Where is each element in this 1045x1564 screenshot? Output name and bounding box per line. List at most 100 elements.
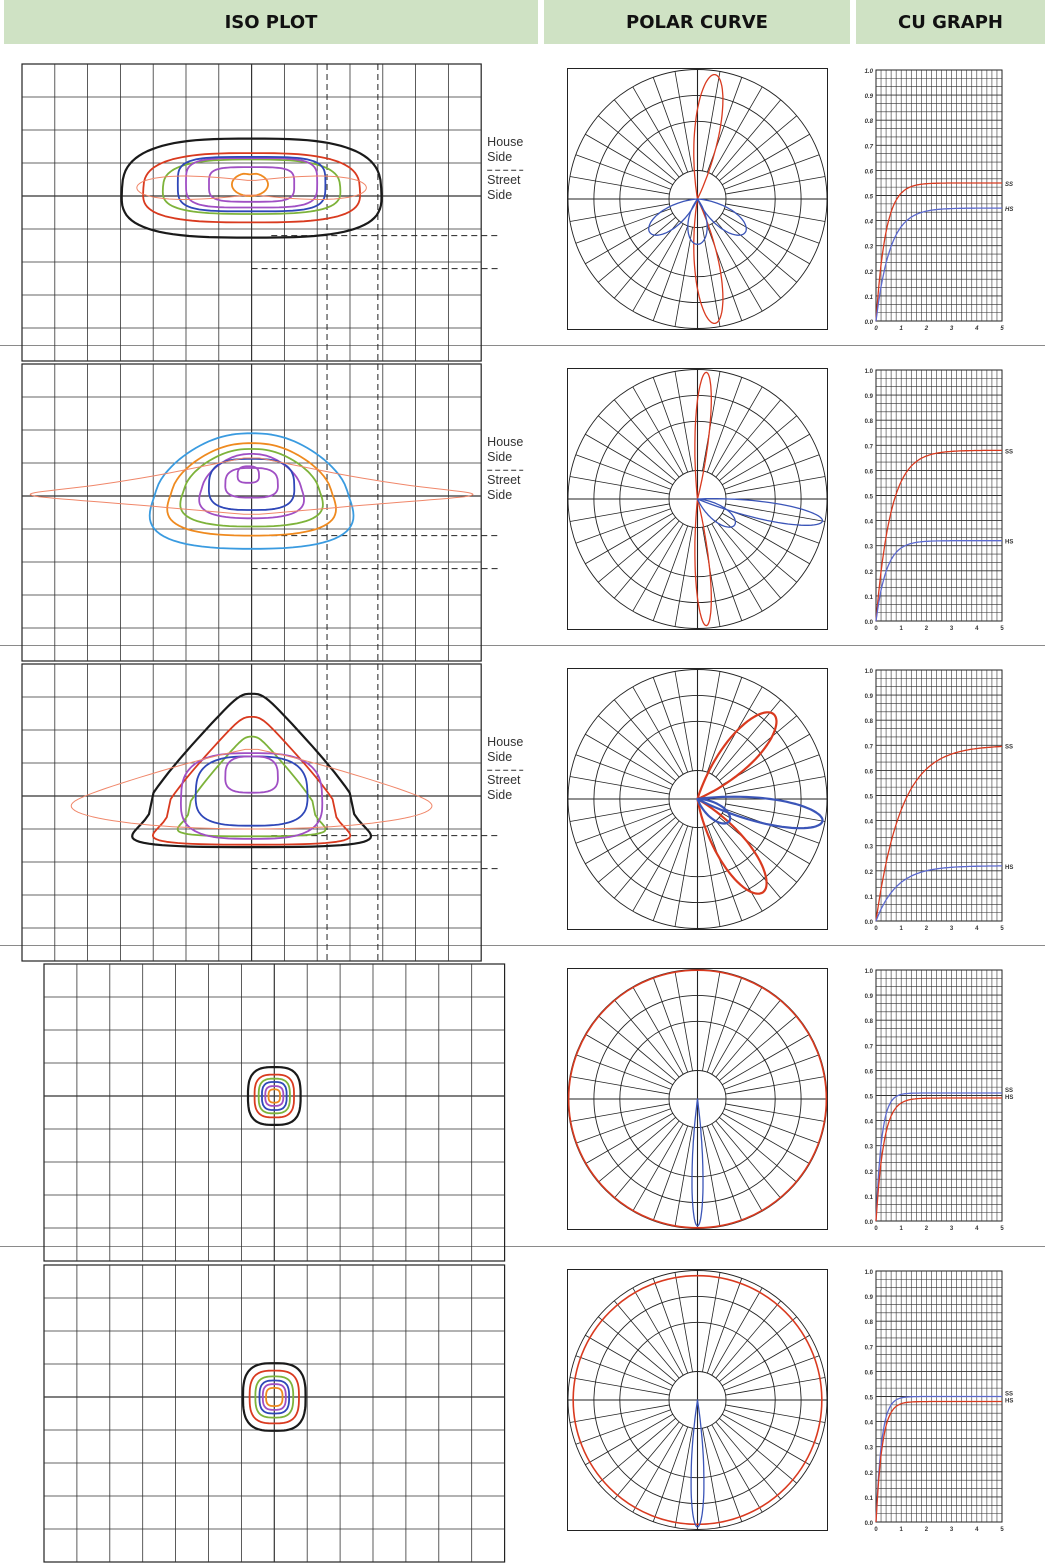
cu-x-tick: 5 — [1000, 326, 1004, 332]
polar-spoke — [706, 77, 743, 173]
polar-spoke — [674, 826, 693, 927]
polar-spoke — [702, 1272, 721, 1373]
isofootcandle-contour — [70, 748, 433, 830]
polar-spoke — [719, 517, 797, 583]
polar-spoke — [724, 154, 820, 190]
polar-spoke — [725, 1076, 826, 1095]
cu-x-tick: 5 — [1000, 1527, 1004, 1533]
cu-graph-5: 1.0 0.9 0.8 0.7 0.6 0.5 0.4 0.3 0.2 0.1 0.00 1 2 3 4 5 S… — [865, 1270, 1014, 1533]
isofootcandle-contour — [253, 1073, 295, 1119]
polar-spoke — [711, 1123, 763, 1212]
isofootcandle-contour — [148, 432, 355, 550]
polar-spoke — [674, 971, 693, 1072]
polar-spoke — [702, 1126, 721, 1227]
cu-series-label: SS — [1005, 744, 1013, 750]
isofootcandle-contour — [265, 1387, 284, 1408]
polar-spoke — [575, 808, 671, 844]
iso-grid-border — [21, 663, 482, 962]
polar-spoke — [706, 1278, 743, 1374]
polar-spoke — [585, 1112, 674, 1165]
polar-spoke — [569, 1404, 670, 1423]
polar-spoke — [575, 1054, 671, 1090]
polar-spoke — [569, 1076, 670, 1095]
polar-spoke — [569, 1377, 670, 1396]
polar-spoke — [706, 525, 743, 621]
polar-spoke — [598, 817, 676, 883]
polar-spoke — [569, 476, 670, 495]
polar-spoke — [652, 377, 689, 473]
polar-spoke — [632, 823, 684, 912]
cu-y-tick: 0.2 — [865, 1170, 874, 1176]
cu-y-tick: 0.4 — [865, 820, 874, 826]
polar-spoke — [725, 1103, 826, 1122]
candela-curve — [694, 498, 712, 627]
cu-series-hs — [875, 1097, 1002, 1222]
isofootcandle-contour — [267, 1088, 281, 1104]
cu-x-tick: 4 — [975, 1527, 979, 1533]
polar-spoke — [715, 99, 782, 178]
cu-series-label: HS — [1005, 1095, 1013, 1101]
polar-spoke — [721, 1033, 810, 1086]
polar-spoke — [711, 1424, 763, 1513]
cu-y-tick: 0.6 — [865, 1370, 874, 1376]
polar-spoke — [725, 176, 826, 195]
street-side-label: Side — [487, 188, 512, 202]
polar-spoke — [632, 523, 684, 612]
cu-x-tick: 0 — [874, 626, 878, 632]
polar-spoke — [674, 371, 693, 472]
polar-spoke — [724, 208, 820, 244]
polar-spoke — [725, 476, 826, 495]
polar-spoke — [585, 1334, 674, 1387]
isofootcandle-contour — [264, 1085, 285, 1107]
isofootcandle-contour — [166, 442, 337, 537]
polar-spoke — [715, 1120, 782, 1199]
polar-spoke — [719, 415, 797, 481]
cu-x-tick: 1 — [900, 926, 904, 932]
candela-curve — [696, 498, 824, 526]
cu-y-tick: 1.0 — [865, 969, 874, 975]
cu-x-tick: 0 — [874, 1527, 878, 1533]
polar-spoke — [613, 220, 680, 299]
polar-curve-1 — [567, 68, 828, 330]
polar-spoke — [569, 776, 670, 795]
polar-spoke — [632, 1424, 684, 1513]
polar-spoke — [569, 176, 670, 195]
polar-curve-4 — [567, 968, 828, 1230]
polar-spoke — [613, 520, 680, 599]
cu-series-label: SS — [1005, 1392, 1013, 1398]
header-polar-curve: POLAR CURVE — [544, 0, 850, 44]
polar-frame — [567, 68, 828, 330]
cu-y-tick: 0.1 — [865, 895, 874, 901]
polar-spoke — [706, 1426, 743, 1522]
street-side-label: Side — [487, 788, 512, 802]
polar-spoke — [719, 1015, 797, 1081]
polar-spoke — [674, 526, 693, 627]
polar-spoke — [711, 1287, 763, 1376]
polar-spoke — [652, 977, 689, 1073]
row-separator — [0, 645, 1045, 646]
polar-spoke — [715, 1300, 782, 1379]
cu-graph-4: 1.0 0.9 0.8 0.7 0.6 0.5 0.4 0.3 0.2 0.1 0.00 1 2 3 4 5 S… — [865, 969, 1014, 1232]
polar-spoke — [613, 820, 680, 899]
cu-y-tick: 0.8 — [865, 419, 874, 425]
header-cu-graph: CU GRAPH — [856, 0, 1045, 44]
polar-spoke — [652, 1278, 689, 1374]
polar-spoke — [725, 776, 826, 795]
polar-spoke — [724, 1409, 820, 1445]
polar-spoke — [598, 115, 676, 181]
isofootcandle-contour — [120, 137, 383, 239]
candela-curve — [690, 1399, 705, 1528]
polar-spoke — [674, 71, 693, 172]
polar-spoke — [598, 517, 676, 583]
cu-y-tick: 0.6 — [865, 469, 874, 475]
polar-spoke — [575, 754, 671, 790]
polar-spoke — [725, 1404, 826, 1423]
cu-series-hs — [875, 207, 1002, 322]
isofootcandle-contour — [185, 157, 319, 209]
polar-spoke — [674, 226, 693, 327]
polar-spoke — [725, 803, 826, 822]
cu-y-tick: 0.4 — [865, 220, 874, 226]
polar-spoke — [598, 1418, 676, 1484]
candela-curve — [696, 498, 737, 528]
polar-spoke — [721, 212, 810, 265]
